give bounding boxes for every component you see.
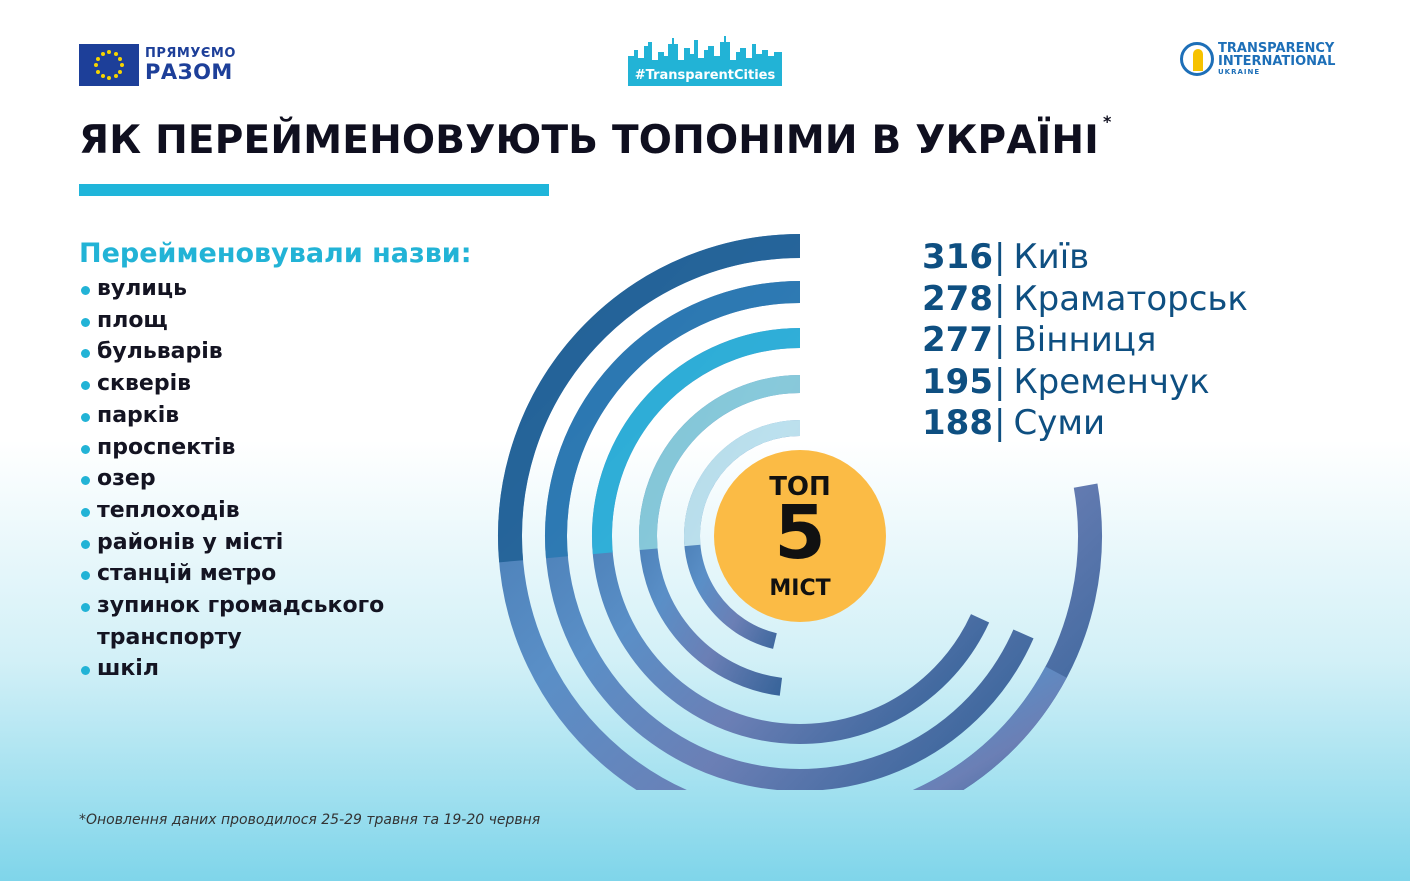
list-item: площ: [79, 305, 479, 337]
eu-logo-line2: РАЗОМ: [145, 60, 233, 84]
list-item: парків: [79, 400, 479, 432]
ti-emblem-icon: [1180, 42, 1214, 76]
top-city-row: 278 | Краматорськ: [922, 279, 1248, 321]
top-city-row: 188 | Суми: [922, 403, 1248, 445]
city-count: 316: [922, 237, 993, 277]
title-underline: [79, 184, 549, 196]
list-heading: Перейменовували назви:: [79, 238, 472, 269]
city-count: 278: [922, 278, 993, 319]
eu-flag-icon: [79, 44, 139, 86]
title-footnote-mark: *: [1102, 112, 1112, 131]
list-item: районів у місті: [79, 527, 479, 559]
page-title: ЯК ПЕРЕЙМЕНОВУЮТЬ ТОПОНІМИ В УКРАЇНІ *: [79, 112, 1112, 163]
city-count: 188: [922, 403, 993, 443]
ti-logo-line1: TRANSPARENCY: [1218, 41, 1335, 56]
list-item: вулиць: [79, 273, 479, 305]
list-item: озер: [79, 463, 479, 495]
footnote: *Оновлення даних проводилося 25-29 травн…: [79, 812, 541, 828]
list-item: проспектів: [79, 432, 479, 464]
city-name: Краматорськ: [1013, 278, 1248, 319]
city-name: Київ: [1013, 237, 1090, 277]
top-city-row: 195 | Кременчук: [922, 362, 1248, 404]
radial-bar-chart: [498, 234, 1102, 790]
ti-logo-line2: INTERNATIONAL: [1218, 54, 1336, 69]
separator: |: [994, 237, 1006, 277]
separator: |: [994, 361, 1006, 402]
city-name: Суми: [1013, 403, 1106, 443]
list-item: теплоходів: [79, 495, 479, 527]
city-name: Кременчук: [1013, 361, 1210, 402]
skyline-icon: [628, 36, 782, 68]
top5-badge: ТОП 5 МІСТ: [714, 450, 886, 622]
radial-bar-head-4: [684, 420, 801, 547]
list-item: шкіл: [79, 653, 479, 685]
top-city-row: 316 | Київ: [922, 237, 1248, 279]
renamed-items-list: вулиць площ бульварів скверів парків проспект…: [79, 273, 479, 685]
eu-logo: ПРЯМУЄМО РАЗОМ: [79, 44, 236, 86]
badge-bottom-label: МІСТ: [769, 576, 831, 601]
city-count: 195: [922, 361, 993, 402]
radial-bar-head-1: [545, 281, 801, 559]
badge-number: 5: [774, 490, 826, 576]
transparent-cities-logo: #TransparentCities: [628, 34, 782, 86]
ti-logo-line3: UKRAINE: [1218, 68, 1261, 76]
transparency-international-logo: TRANSPARENCY INTERNATIONAL UKRAINE: [1180, 42, 1335, 76]
city-name: Вінниця: [1013, 320, 1157, 360]
radial-bar-head-3: [639, 375, 801, 551]
separator: |: [994, 278, 1006, 319]
list-item: бульварів: [79, 336, 479, 368]
page-title-text: ЯК ПЕРЕЙМЕНОВУЮТЬ ТОПОНІМИ В УКРАЇНІ: [79, 118, 1099, 163]
top-cities-list: 316 | Київ 278 | Краматорськ 277 | Вінниця 195 | Кр…: [922, 237, 1248, 445]
radial-bar-head-0: [498, 234, 801, 563]
separator: |: [994, 403, 1006, 443]
separator: |: [994, 320, 1006, 360]
city-count: 277: [922, 320, 993, 360]
top-city-row: 277 | Вінниця: [922, 320, 1248, 362]
list-item: скверів: [79, 368, 479, 400]
badge-top-label: ТОП: [769, 472, 831, 502]
eu-logo-line1: ПРЯМУЄМО: [145, 46, 236, 61]
transparent-cities-tag: #TransparentCities: [628, 66, 782, 86]
list-item: зупинок громадського транспорту: [79, 590, 479, 653]
radial-bar-head-2: [592, 328, 801, 555]
list-item: станцій метро: [79, 558, 479, 590]
decorative-outer-arc: [912, 666, 1067, 790]
